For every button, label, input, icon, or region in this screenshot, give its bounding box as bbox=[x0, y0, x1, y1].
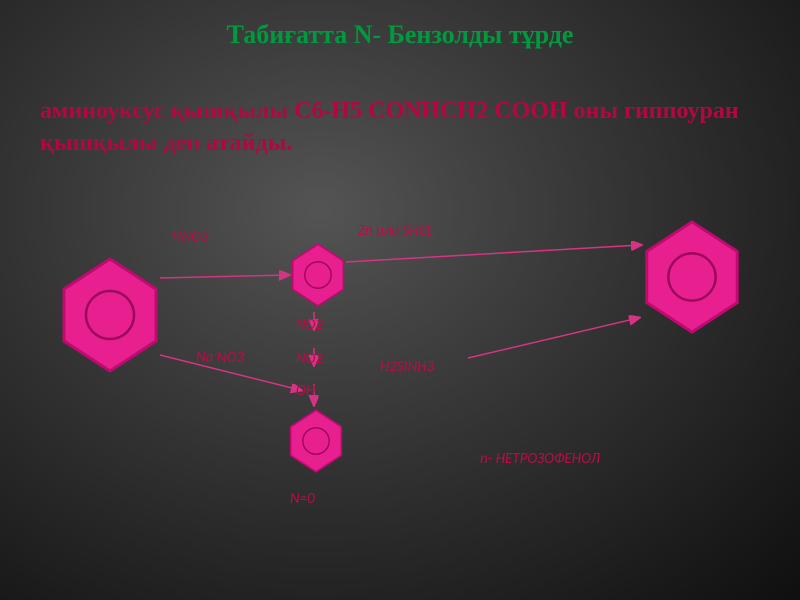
label-oh: OH bbox=[296, 382, 315, 400]
label-n-eq-0: N=0 bbox=[290, 490, 315, 508]
slide-root: Табиғатта N- Бензолды тұрде аминоуксус қ… bbox=[0, 0, 800, 600]
label-zn-shcl: Zn или SHCL bbox=[358, 222, 433, 240]
label-h2sinh3: H2SINH3 bbox=[380, 358, 434, 376]
label-na-no3: Na NO3 bbox=[196, 350, 246, 367]
label-netrozophenol: n- НЕТРОЗОФЕНОЛ bbox=[480, 450, 600, 468]
label-no2-upper: NO2 bbox=[296, 316, 323, 334]
label-hno3: HNO3 bbox=[172, 228, 208, 246]
label-no2-lower: NO2 bbox=[296, 350, 323, 368]
reaction-arrows bbox=[0, 0, 800, 600]
